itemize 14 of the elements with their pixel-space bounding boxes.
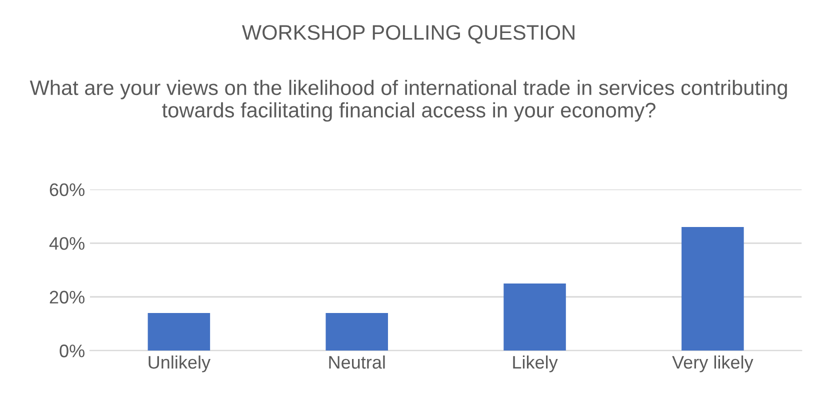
y-tick-label: 20% [50, 290, 84, 304]
bar [682, 227, 744, 351]
chart-subtitle: What are your views on the likelihood of international trade in services contributing towards facilitating financial access in your economy? [30, 80, 787, 122]
y-tick-label: 0% [60, 344, 84, 358]
x-tick-label: Unlikely [148, 355, 211, 372]
chart-title: WORKSHOP POLLING QUESTION [242, 25, 574, 44]
x-tick-label: Very likely [672, 355, 754, 372]
x-tick-label: Neutral [329, 355, 385, 369]
y-tick-label: 60% [50, 183, 84, 196]
bar [504, 283, 566, 351]
bar [148, 312, 210, 351]
y-tick-label: 40% [49, 237, 84, 250]
bar [326, 312, 388, 351]
x-tick-label: Likely [513, 355, 558, 372]
